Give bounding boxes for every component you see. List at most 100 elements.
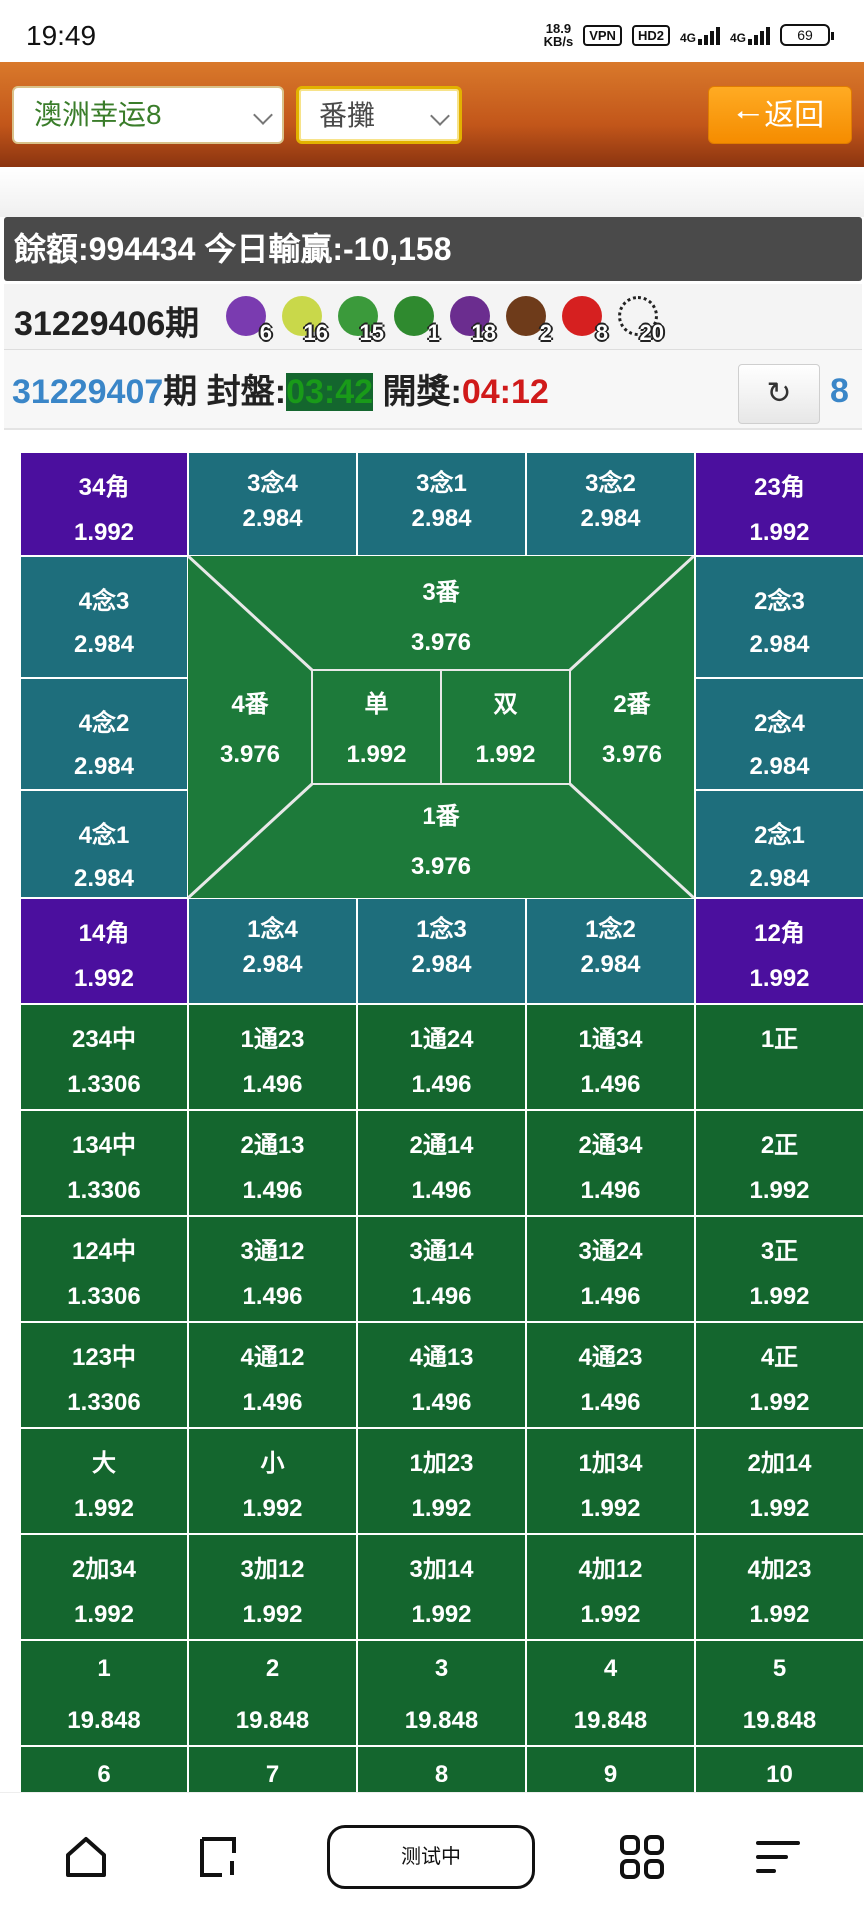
bet-cell[interactable]: 1 19.848	[20, 1640, 188, 1746]
bet-cell[interactable]: 124中 1.3306	[20, 1216, 188, 1322]
bet-odd[interactable]: 单 1.992	[312, 684, 441, 769]
bet-odds: 19.848	[742, 1707, 817, 1734]
bet-cell[interactable]: 4 19.848	[526, 1640, 695, 1746]
bet-nian[interactable]: 1念3 2.984	[357, 898, 526, 1004]
bet-cell[interactable]: 5 19.848	[695, 1640, 864, 1746]
bet-cell[interactable]: 3通12 1.496	[188, 1216, 357, 1322]
bet-odds: 19.848	[404, 1707, 479, 1734]
bet-corner-34[interactable]: 34角 1.992	[20, 452, 188, 556]
bet-fan-3[interactable]: 3番 3.976	[328, 572, 554, 657]
bet-odds: 1.992	[346, 741, 407, 768]
bet-nian[interactable]: 1念4 2.984	[188, 898, 357, 1004]
refresh-button[interactable]: ↻	[738, 364, 820, 424]
bet-nian[interactable]: 4念3 2.984	[20, 556, 188, 678]
bet-cell[interactable]: 7	[188, 1746, 357, 1792]
bet-cell[interactable]: 4加23 1.992	[695, 1534, 864, 1640]
bet-name: 1念3	[416, 916, 467, 943]
bet-cell[interactable]: 4通23 1.496	[526, 1322, 695, 1428]
bet-fan-1[interactable]: 1番 3.976	[328, 796, 554, 881]
bet-nian[interactable]: 4念1 2.984	[20, 790, 188, 898]
chevron-down-icon	[253, 105, 273, 125]
bet-cell[interactable]: 6	[20, 1746, 188, 1792]
bet-cell[interactable]: 2加34 1.992	[20, 1534, 188, 1640]
chevron-down-icon	[430, 106, 450, 126]
bet-cell[interactable]: 8	[357, 1746, 526, 1792]
bet-cell[interactable]: 1通23 1.496	[188, 1004, 357, 1110]
bet-odds: 2.984	[580, 951, 641, 978]
bet-cell[interactable]: 4通13 1.496	[357, 1322, 526, 1428]
bet-nian[interactable]: 3念1 2.984	[357, 452, 526, 556]
bet-nian[interactable]: 3念2 2.984	[526, 452, 695, 556]
home-icon[interactable]	[62, 1833, 110, 1881]
bet-odds: 1.496	[242, 1283, 303, 1310]
bet-name: 4通12	[240, 1344, 305, 1371]
bet-corner-14[interactable]: 14角 1.992	[20, 898, 188, 1004]
bet-odds: 1.3306	[67, 1283, 141, 1310]
bet-corner-12[interactable]: 12角 1.992	[695, 898, 864, 1004]
battery-icon: 69	[780, 24, 834, 46]
bet-cell[interactable]: 134中 1.3306	[20, 1110, 188, 1216]
bet-nian[interactable]: 2念3 2.984	[695, 556, 864, 678]
bet-cell[interactable]: 1正	[695, 1004, 864, 1110]
test-button[interactable]: 测试中	[327, 1825, 535, 1889]
apps-grid-icon[interactable]	[618, 1833, 666, 1881]
bet-odds: 1.992	[242, 1601, 303, 1628]
mode-select[interactable]: 番攤	[296, 86, 462, 144]
bet-odds: 1.496	[580, 1283, 641, 1310]
bet-cell[interactable]: 1通34 1.496	[526, 1004, 695, 1110]
bet-cell[interactable]: 2通34 1.496	[526, 1110, 695, 1216]
bet-cell[interactable]: 3 19.848	[357, 1640, 526, 1746]
bet-even[interactable]: 双 1.992	[441, 684, 570, 769]
game-select[interactable]: 澳洲幸运8	[12, 86, 284, 144]
bet-odds: 1.992	[242, 1495, 303, 1522]
bet-cell[interactable]: 10	[695, 1746, 864, 1792]
bet-cell[interactable]: 234中 1.3306	[20, 1004, 188, 1110]
bet-name: 3	[434, 1655, 449, 1682]
bet-cell[interactable]: 4通12 1.496	[188, 1322, 357, 1428]
network-speed-unit: KB/s	[543, 34, 574, 49]
bet-cell[interactable]: 3通24 1.496	[526, 1216, 695, 1322]
bet-corner-23[interactable]: 23角 1.992	[695, 452, 864, 556]
bet-cell[interactable]: 3通14 1.496	[357, 1216, 526, 1322]
bet-odds: 1.992	[411, 1495, 472, 1522]
betting-board: 34角 1.992 3念4 2.984 3念1 2.984 3念2 2.984 23角 1.992…	[20, 452, 864, 1792]
bet-cell[interactable]: 2正 1.992	[695, 1110, 864, 1216]
bet-nian[interactable]: 2念1 2.984	[695, 790, 864, 898]
bet-nian[interactable]: 3念4 2.984	[188, 452, 357, 556]
bet-nian[interactable]: 2念4 2.984	[695, 678, 864, 790]
bet-cell[interactable]: 2通13 1.496	[188, 1110, 357, 1216]
bet-cell[interactable]: 9	[526, 1746, 695, 1792]
bet-name: 2念1	[754, 822, 805, 849]
back-button[interactable]: 🠀 返回	[708, 86, 852, 144]
game-select-value: 澳洲幸运8	[34, 99, 162, 130]
bet-name: 3加12	[240, 1556, 305, 1583]
bet-fan-4[interactable]: 4番 3.976	[188, 684, 312, 769]
bet-odds: 1.3306	[67, 1071, 141, 1098]
bet-odds: 1.992	[749, 1177, 810, 1204]
cherry-icon	[562, 296, 602, 336]
bet-fan-2[interactable]: 2番 3.976	[570, 684, 694, 769]
bet-nian[interactable]: 4念2 2.984	[20, 678, 188, 790]
bet-cell[interactable]: 3加14 1.992	[357, 1534, 526, 1640]
bet-name: 1正	[760, 1026, 799, 1053]
menu-icon[interactable]	[754, 1833, 802, 1881]
bet-cell[interactable]: 大 1.992	[20, 1428, 188, 1534]
bet-cell[interactable]: 4加12 1.992	[526, 1534, 695, 1640]
status-time: 19:49	[26, 20, 97, 51]
bet-cell[interactable]: 2加14 1.992	[695, 1428, 864, 1534]
bet-cell[interactable]: 123中 1.3306	[20, 1322, 188, 1428]
bet-cell[interactable]: 小 1.992	[188, 1428, 357, 1534]
bet-cell[interactable]: 1通24 1.496	[357, 1004, 526, 1110]
bet-cell[interactable]: 4正 1.992	[695, 1322, 864, 1428]
bet-cell[interactable]: 2 19.848	[188, 1640, 357, 1746]
bet-name: 2通13	[240, 1132, 305, 1159]
open-label: 開獎:	[382, 373, 462, 411]
bet-odds: 3.976	[219, 741, 281, 768]
bet-cell[interactable]: 1加23 1.992	[357, 1428, 526, 1534]
bet-cell[interactable]: 1加34 1.992	[526, 1428, 695, 1534]
bet-cell[interactable]: 3正 1.992	[695, 1216, 864, 1322]
bet-nian[interactable]: 1念2 2.984	[526, 898, 695, 1004]
bet-cell[interactable]: 3加12 1.992	[188, 1534, 357, 1640]
bet-cell[interactable]: 2通14 1.496	[357, 1110, 526, 1216]
tab-switch-icon[interactable]	[196, 1833, 244, 1881]
